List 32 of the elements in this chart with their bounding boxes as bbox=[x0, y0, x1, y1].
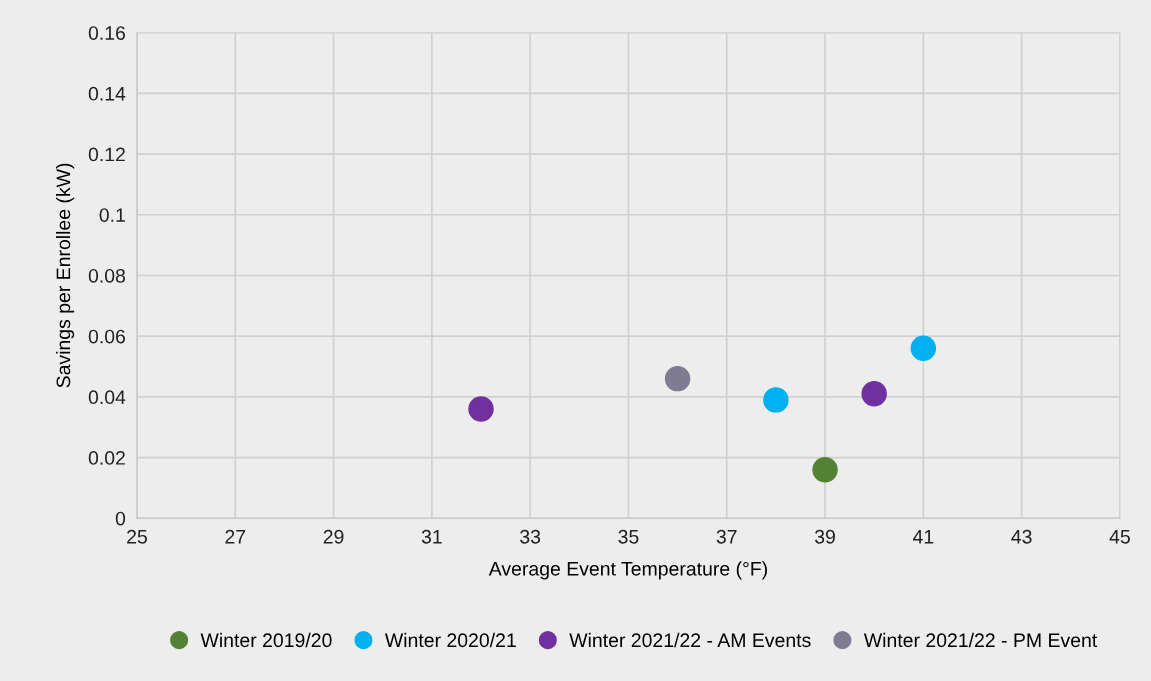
x-tick-label: 45 bbox=[1109, 530, 1130, 544]
point bbox=[664, 365, 691, 392]
x-tick-label: 35 bbox=[618, 529, 639, 544]
y-tick-label: 0.06 bbox=[88, 329, 126, 344]
legend-label: Winter 2020/21 bbox=[384, 632, 516, 648]
y-tick-label: 0.12 bbox=[88, 147, 125, 162]
x-axis-title: Average Event Temperature (°F) bbox=[488, 561, 767, 580]
x-tick-label: 41 bbox=[912, 530, 934, 544]
legend-label: Winter 2021/22 - PM Event bbox=[863, 632, 1098, 648]
y-tick-label: 0.08 bbox=[88, 268, 126, 283]
x-tick-label: 25 bbox=[127, 529, 147, 544]
y-tick-label: 0.16 bbox=[88, 26, 126, 40]
y-tick-label: 0.04 bbox=[88, 390, 126, 405]
y-tick-label: 0 bbox=[115, 511, 126, 526]
legend-label: Winter 2019/20 bbox=[200, 632, 332, 648]
y-axis-title: Savings per Enrollee (kW) bbox=[56, 163, 75, 388]
point bbox=[910, 335, 937, 362]
point bbox=[763, 387, 789, 413]
point bbox=[812, 456, 838, 483]
x-tick-label: 37 bbox=[716, 529, 737, 544]
point bbox=[861, 381, 887, 407]
x-tick-label: 29 bbox=[323, 529, 344, 544]
y-tick-label: 0.1 bbox=[99, 208, 125, 223]
y-tick-label: 0.02 bbox=[88, 451, 125, 465]
x-tick-label: 39 bbox=[814, 529, 835, 544]
point bbox=[468, 396, 494, 422]
legend-label: Winter 2021/22 - AM Events bbox=[569, 632, 811, 648]
x-tick-label: 43 bbox=[1011, 529, 1032, 544]
x-tick-label: 33 bbox=[520, 529, 541, 544]
y-tick-label: 0.14 bbox=[88, 86, 126, 101]
x-tick-label: 31 bbox=[421, 529, 442, 544]
x-tick-label: 27 bbox=[225, 529, 246, 544]
